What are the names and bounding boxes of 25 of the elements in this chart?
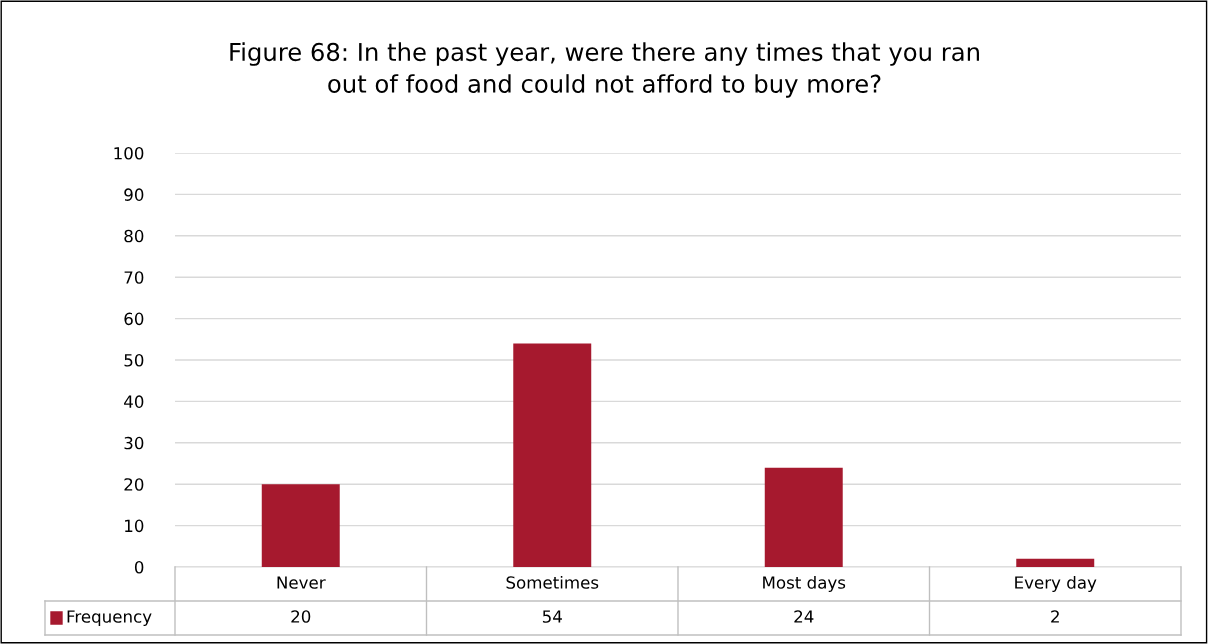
data-label: 54: [542, 610, 562, 623]
bar: [261, 484, 340, 567]
chart-title: Figure 68: In the past year, were there any times that you ran out of food and could not afford to buy more?: [230, 42, 979, 98]
x-tick-label: Never: [277, 576, 326, 589]
data-label: 20: [291, 610, 311, 623]
y-tick-label: 60: [124, 312, 144, 326]
y-tick-label: 90: [124, 188, 144, 201]
y-tick-label: 30: [124, 436, 144, 450]
y-tick-label: 70: [124, 271, 144, 284]
bar: [513, 343, 592, 567]
legend-label: Frequency: [67, 610, 152, 627]
y-tick-label: 80: [124, 229, 144, 243]
x-tick-label: Sometimes: [506, 575, 599, 589]
y-tick-label: 100: [114, 146, 144, 160]
y-tick-label: 40: [124, 395, 144, 408]
x-tick-label: Every day: [1015, 575, 1097, 593]
y-tick-label: 10: [125, 519, 144, 533]
y-tick-label: 50: [124, 353, 144, 367]
y-tick-label: 0: [134, 560, 144, 574]
bar: [764, 467, 843, 567]
x-tick-label: Most days: [763, 575, 846, 593]
data-label: 2: [1051, 610, 1059, 623]
data-label: 24: [794, 610, 814, 623]
y-tick-label: 20: [124, 478, 144, 491]
bar: [1016, 558, 1095, 567]
